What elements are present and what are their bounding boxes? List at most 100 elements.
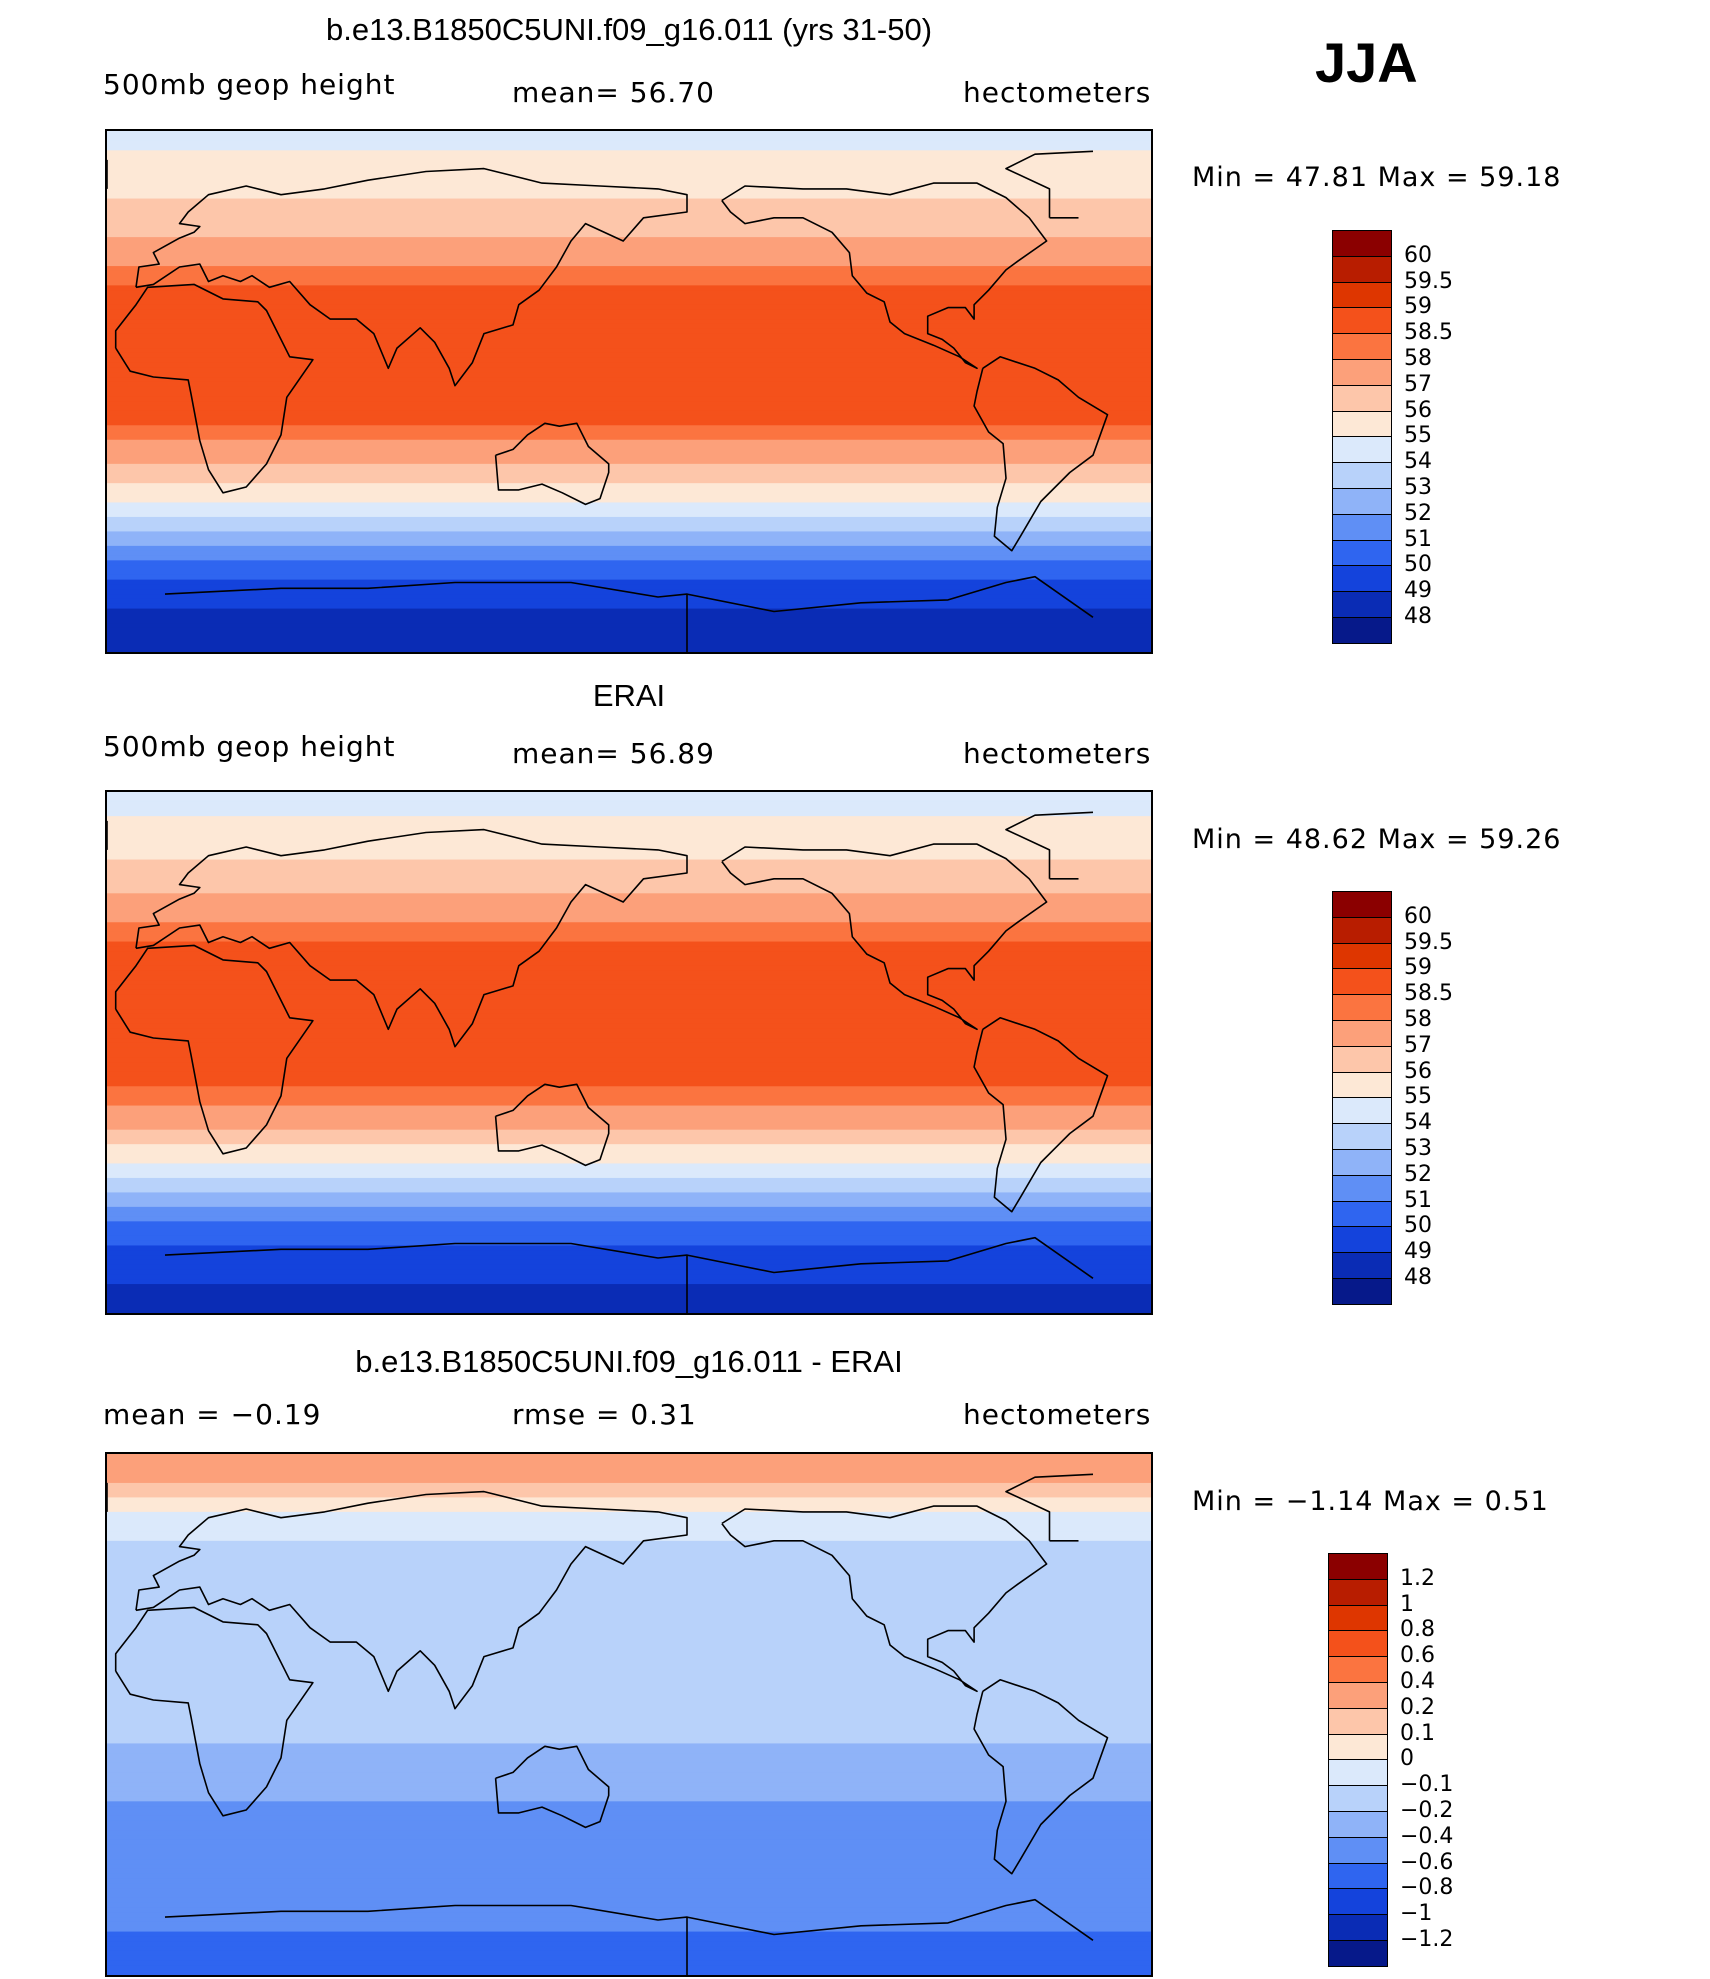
panel-1-min-max: Min = 47.81 Max = 59.18 bbox=[1192, 162, 1562, 193]
colorbar-swatch bbox=[1332, 513, 1392, 541]
map-band bbox=[107, 1536, 1151, 1542]
map-band bbox=[107, 1892, 1151, 1899]
map-band bbox=[107, 1245, 1151, 1251]
map-band bbox=[107, 1825, 1151, 1831]
map-band bbox=[107, 188, 1151, 195]
colorbar-swatch bbox=[1328, 1553, 1388, 1580]
map-band bbox=[107, 459, 1151, 465]
map-band bbox=[107, 241, 1151, 248]
colorbar-label: 0.1 bbox=[1400, 1720, 1435, 1746]
map-band bbox=[107, 792, 1151, 798]
map-band bbox=[107, 1540, 1151, 1547]
map-band bbox=[107, 309, 1151, 315]
map-band bbox=[107, 1110, 1151, 1116]
map-band bbox=[107, 1545, 1151, 1552]
colorbar-label: 49 bbox=[1404, 1239, 1432, 1265]
map-band bbox=[107, 1656, 1151, 1663]
map-band bbox=[107, 1516, 1151, 1523]
map-band bbox=[107, 135, 1151, 142]
map-band bbox=[107, 965, 1151, 972]
map-band bbox=[107, 647, 1151, 652]
map-band bbox=[107, 386, 1151, 393]
map-band bbox=[107, 1202, 1151, 1208]
map-band bbox=[107, 1129, 1151, 1136]
map-band bbox=[107, 898, 1151, 904]
map-band bbox=[107, 1091, 1151, 1097]
map-band bbox=[107, 550, 1151, 557]
map-band bbox=[107, 1269, 1151, 1275]
map-band bbox=[107, 1685, 1151, 1691]
map-band bbox=[107, 222, 1151, 229]
colorbar-swatch bbox=[1332, 281, 1392, 309]
map-band bbox=[107, 444, 1151, 450]
map-band bbox=[107, 994, 1151, 1001]
map-band bbox=[107, 1033, 1151, 1039]
map-band bbox=[107, 410, 1151, 417]
map-band bbox=[107, 1709, 1151, 1716]
map-band bbox=[107, 1777, 1151, 1783]
map-band bbox=[107, 314, 1151, 320]
map-band bbox=[107, 434, 1151, 441]
panel-2-title: ERAI bbox=[592, 678, 666, 713]
map-band bbox=[107, 1177, 1151, 1184]
map-band bbox=[107, 1052, 1151, 1058]
map-band bbox=[107, 328, 1151, 335]
coastline bbox=[494, 1745, 610, 1829]
colorbar-swatch bbox=[1332, 255, 1392, 283]
colorbar-swatch bbox=[1332, 1123, 1392, 1150]
colorbar-swatch bbox=[1328, 1914, 1388, 1941]
map-band bbox=[107, 1762, 1151, 1769]
map-band bbox=[107, 1728, 1151, 1735]
panel-2-map bbox=[105, 790, 1153, 1315]
colorbar-label: −0.1 bbox=[1400, 1772, 1454, 1798]
map-band bbox=[107, 1593, 1151, 1600]
map-band bbox=[107, 362, 1151, 368]
map-band bbox=[107, 1192, 1151, 1198]
colorbar-label: −0.4 bbox=[1400, 1823, 1454, 1849]
map-band bbox=[107, 1844, 1151, 1851]
map-band bbox=[107, 1526, 1151, 1532]
map-band bbox=[107, 1288, 1151, 1295]
map-band bbox=[107, 1230, 1151, 1237]
colorbar-swatch bbox=[1328, 1578, 1388, 1606]
map-band bbox=[107, 1308, 1151, 1313]
map-band bbox=[107, 603, 1151, 610]
colorbar-swatch bbox=[1328, 1940, 1388, 1967]
map-band bbox=[107, 1965, 1151, 1971]
map-band bbox=[107, 1206, 1151, 1213]
colorbar-label: 0.4 bbox=[1400, 1669, 1435, 1694]
map-band bbox=[107, 1240, 1151, 1247]
map-band bbox=[107, 1704, 1151, 1711]
map-band bbox=[107, 984, 1151, 991]
colorbar-label: 59.5 bbox=[1404, 929, 1453, 955]
colorbar-swatch bbox=[1332, 488, 1392, 515]
map-band bbox=[107, 1502, 1151, 1508]
map-band bbox=[107, 936, 1151, 943]
colorbar-label: 55 bbox=[1404, 423, 1432, 449]
colorbar-label: 58.5 bbox=[1404, 320, 1453, 346]
map-band bbox=[107, 1835, 1151, 1841]
map-band bbox=[107, 169, 1151, 176]
map-band bbox=[107, 1038, 1151, 1044]
map-band bbox=[107, 299, 1151, 306]
colorbar-label: 1 bbox=[1400, 1591, 1414, 1617]
map-band bbox=[107, 526, 1151, 532]
map-band bbox=[107, 367, 1151, 373]
map-band bbox=[107, 1144, 1151, 1150]
colorbar-swatch bbox=[1332, 1278, 1392, 1305]
map-band bbox=[107, 396, 1151, 402]
map-band bbox=[107, 246, 1151, 253]
colorbar-swatch bbox=[1332, 1071, 1392, 1099]
map-band bbox=[107, 1124, 1151, 1131]
map-band bbox=[107, 627, 1151, 634]
colorbar-label: 53 bbox=[1404, 1136, 1432, 1161]
map-band bbox=[107, 1013, 1151, 1020]
colorbar-label: 0.6 bbox=[1400, 1643, 1435, 1669]
map-band bbox=[107, 816, 1151, 822]
coastline bbox=[135, 828, 688, 1048]
map-band bbox=[107, 1806, 1151, 1812]
colorbar-swatch bbox=[1332, 1200, 1392, 1228]
panel-3-title: b.e13.B1850C5UNI.f09_g16.011 - ERAI bbox=[355, 1344, 903, 1379]
map-band bbox=[107, 1487, 1151, 1494]
map-band bbox=[107, 155, 1151, 161]
